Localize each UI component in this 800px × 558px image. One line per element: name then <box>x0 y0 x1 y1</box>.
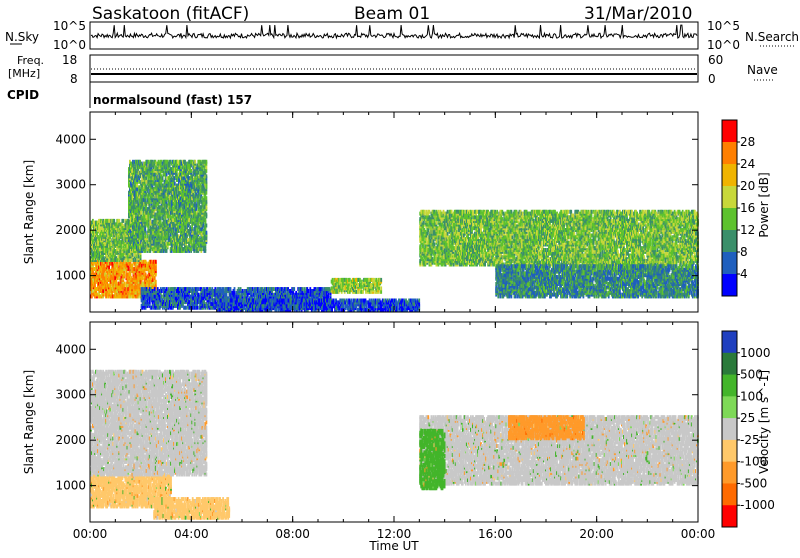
power-cell <box>166 249 168 253</box>
power-cell <box>162 176 164 180</box>
power-cell <box>128 265 130 269</box>
nsky-tick-bottom: 10^0 <box>53 38 86 52</box>
power-cell <box>140 211 142 215</box>
power-cell <box>141 264 143 268</box>
power-cell <box>155 260 157 264</box>
power-cell <box>135 169 137 173</box>
power-cell <box>132 264 134 268</box>
power-cell <box>138 185 140 189</box>
power-cell <box>150 276 152 280</box>
power-cell <box>133 238 135 242</box>
power-cell <box>154 276 156 280</box>
freq-tick-bottom: 8 <box>70 72 78 86</box>
power-cell <box>160 216 162 220</box>
nave-tick-bottom: 0 <box>708 72 716 86</box>
power-cell <box>174 182 176 186</box>
power-region <box>128 160 207 253</box>
power-cell <box>110 242 112 246</box>
power-cell <box>97 271 99 275</box>
power-cell <box>139 174 141 178</box>
radar-summary-plot: Saskatoon (fitACF) Beam 01 31/Mar/2010 N… <box>0 0 800 554</box>
power-cell <box>133 214 135 218</box>
power-cell <box>146 234 148 238</box>
nsearch-tick-top: 10^5 <box>707 19 740 33</box>
power-cell <box>94 284 96 288</box>
power-cell <box>97 249 99 253</box>
power-cell <box>133 202 135 206</box>
freq-tick-top: 18 <box>62 53 77 67</box>
power-cell <box>108 265 110 269</box>
power-cell <box>96 293 98 297</box>
power-cell <box>91 237 93 241</box>
power-cell <box>123 273 125 277</box>
date-title: 31/Mar/2010 <box>584 4 692 24</box>
power-cell <box>128 249 130 253</box>
power-cell <box>149 249 151 253</box>
power-cell <box>118 219 120 223</box>
nsearch-label: N.Search <box>745 30 799 44</box>
nsky-trace <box>91 25 697 38</box>
nsearch-tick-bottom: 10^0 <box>707 38 740 52</box>
power-cell <box>155 284 157 288</box>
power-cell <box>121 222 123 226</box>
nave-label: Nave <box>747 63 778 77</box>
freq-label-1: Freq. <box>17 54 44 67</box>
station-title: Saskatoon (fitACF) <box>92 4 249 24</box>
cpid-label: CPID <box>7 88 39 102</box>
power-cell <box>138 254 140 258</box>
power-cell <box>123 282 125 286</box>
power-cell <box>145 273 147 277</box>
power-cell <box>166 173 168 177</box>
power-cell <box>135 258 137 262</box>
power-cell <box>92 289 94 293</box>
power-cell <box>115 280 117 284</box>
power-cell <box>99 285 101 289</box>
power-cell <box>155 280 157 284</box>
power-cell <box>173 229 175 233</box>
power-cell <box>136 200 138 204</box>
power-cell <box>146 240 148 244</box>
nsky-tick-top: 10^5 <box>53 19 86 33</box>
nave-tick-top: 60 <box>708 53 723 67</box>
power-cell <box>144 249 146 253</box>
beam-title: Beam 01 <box>354 4 430 24</box>
power-cell <box>105 274 107 278</box>
power-cell <box>114 267 116 271</box>
power-cell <box>140 254 142 258</box>
power-cell <box>134 165 136 169</box>
power-cell <box>113 219 115 223</box>
power-cell <box>144 233 146 237</box>
power-cell <box>132 253 134 257</box>
power-cell <box>156 225 158 229</box>
power-cell <box>129 258 131 262</box>
power-cell <box>141 194 143 198</box>
power-cell <box>133 258 135 262</box>
power-cell <box>173 160 175 164</box>
power-cell <box>103 264 105 268</box>
power-cell <box>130 273 132 277</box>
power-cell <box>122 219 124 223</box>
cpid-mode: normalsound (fast) 157 <box>93 93 252 107</box>
power-heatmap <box>90 160 699 312</box>
power-cell <box>91 294 93 298</box>
power-cell <box>136 187 138 191</box>
nsky-label: N.Sky <box>5 30 39 44</box>
power-cell <box>142 276 144 280</box>
power-cell <box>120 246 122 250</box>
power-cell <box>144 227 146 231</box>
freq-label-2: [MHz] <box>8 67 40 80</box>
